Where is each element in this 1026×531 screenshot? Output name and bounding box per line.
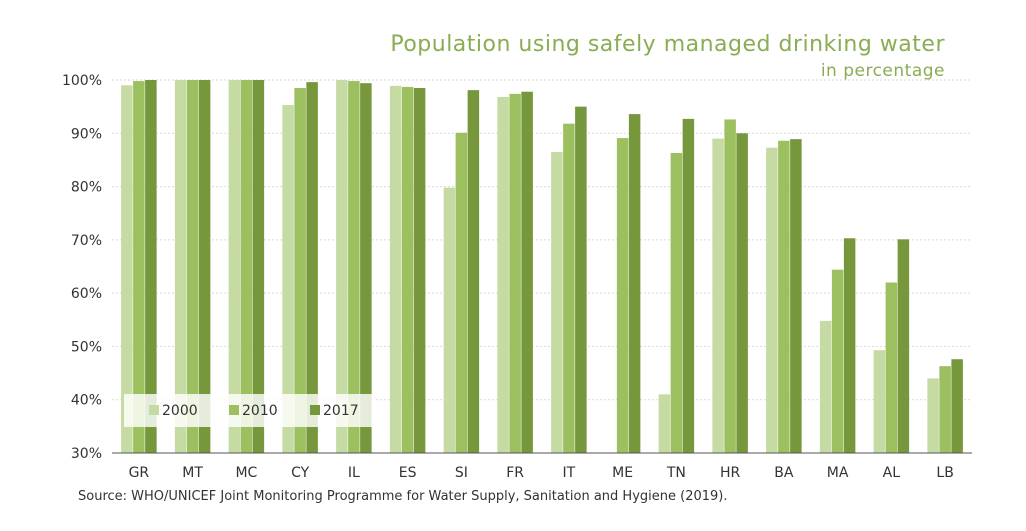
y-tick-label: 60% bbox=[71, 286, 102, 302]
x-category-label: LB bbox=[936, 465, 953, 481]
x-category-label: IL bbox=[348, 465, 360, 481]
bar-hr-2010 bbox=[724, 119, 736, 453]
chart-title: Population using safely managed drinking… bbox=[390, 32, 945, 57]
legend-swatch-2010 bbox=[229, 405, 239, 415]
x-category-label: MC bbox=[235, 465, 257, 481]
bar-cy-2000 bbox=[282, 105, 294, 454]
legend-label: 2000 bbox=[162, 403, 198, 419]
bar-ba-2017 bbox=[790, 139, 802, 453]
y-axis-ticks: 30% 40% 50% 60% 70% 80% 90% 100% bbox=[62, 73, 102, 462]
bar-ma-2000 bbox=[819, 320, 832, 453]
x-category-label: ES bbox=[399, 465, 417, 481]
bar-cy-2010 bbox=[294, 87, 306, 453]
bar-il-2017 bbox=[360, 83, 372, 453]
bar-hr-2000 bbox=[712, 138, 724, 453]
y-tick-label: 90% bbox=[71, 126, 102, 142]
bar-mt-2017 bbox=[198, 80, 211, 453]
source-note: Source: WHO/UNICEF Joint Monitoring Prog… bbox=[78, 489, 728, 504]
bar-fr-2000 bbox=[497, 97, 509, 454]
bar-il-2000 bbox=[336, 80, 348, 453]
legend-swatch-2000 bbox=[149, 405, 159, 415]
x-category-label: MT bbox=[182, 465, 203, 481]
x-category-label: AL bbox=[883, 465, 901, 481]
x-category-label: ME bbox=[612, 465, 633, 481]
bar-es-2010 bbox=[401, 86, 414, 454]
bar-gr-2010 bbox=[133, 81, 145, 454]
x-category-label: CY bbox=[291, 465, 310, 481]
bar-al-2017 bbox=[897, 239, 910, 453]
bar-es-2017 bbox=[413, 87, 426, 453]
bar-me-2017 bbox=[628, 114, 641, 454]
bar-hr-2017 bbox=[736, 133, 748, 454]
x-category-label: FR bbox=[506, 465, 524, 481]
legend-label: 2017 bbox=[323, 403, 359, 419]
bar-al-2010 bbox=[885, 282, 898, 453]
bar-fr-2017 bbox=[521, 91, 533, 454]
bar-gr-2000 bbox=[121, 85, 133, 453]
bar-es-2000 bbox=[389, 85, 402, 454]
y-tick-label: 40% bbox=[71, 393, 102, 409]
y-tick-label: 30% bbox=[71, 446, 102, 462]
x-category-label: IT bbox=[563, 465, 576, 481]
x-category-label: MA bbox=[827, 465, 849, 481]
bar-si-2000 bbox=[443, 187, 456, 453]
bar-it-2010 bbox=[563, 123, 575, 454]
y-tick-label: 80% bbox=[71, 180, 102, 196]
y-tick-label: 70% bbox=[71, 233, 102, 249]
x-category-label: GR bbox=[129, 465, 150, 481]
legend-label: 2010 bbox=[242, 403, 278, 419]
bar-gr-2017 bbox=[145, 80, 157, 453]
x-category-label: BA bbox=[774, 465, 794, 481]
bar-tn-2017 bbox=[682, 118, 695, 454]
bar-il-2010 bbox=[348, 81, 360, 454]
bar-cy-2017 bbox=[306, 82, 318, 453]
chart-subtitle: in percentage bbox=[821, 61, 945, 81]
bar-lb-2017 bbox=[951, 359, 963, 453]
bar-lb-2010 bbox=[939, 366, 951, 453]
bar-ba-2010 bbox=[778, 140, 790, 453]
bar-fr-2010 bbox=[509, 93, 521, 454]
bar-mt-2000 bbox=[174, 80, 187, 453]
bar-lb-2000 bbox=[927, 378, 939, 453]
legend-background bbox=[124, 394, 376, 427]
bar-it-2017 bbox=[575, 106, 587, 454]
bar-mc-2010 bbox=[240, 80, 253, 453]
bar-mc-2000 bbox=[228, 80, 241, 453]
x-axis-categories: GR MT MC CY IL ES SI FR IT ME TN HR BA MA AL LB bbox=[129, 465, 954, 481]
bar-mc-2017 bbox=[252, 80, 265, 453]
bar-it-2000 bbox=[551, 151, 563, 453]
legend-swatch-2017 bbox=[310, 405, 320, 415]
legend: 2000 2010 2017 bbox=[124, 394, 376, 427]
y-tick-label: 100% bbox=[62, 73, 102, 89]
x-category-label: TN bbox=[666, 465, 686, 481]
bar-ma-2017 bbox=[843, 238, 856, 453]
bar-si-2017 bbox=[467, 90, 480, 454]
bar-si-2010 bbox=[455, 132, 468, 453]
x-category-label: SI bbox=[455, 465, 468, 481]
bar-ma-2010 bbox=[831, 269, 844, 453]
bar-ba-2000 bbox=[766, 147, 778, 453]
bar-al-2000 bbox=[873, 350, 886, 453]
bar-me-2010 bbox=[616, 138, 629, 453]
bar-mt-2010 bbox=[186, 80, 199, 453]
x-category-label: HR bbox=[720, 465, 741, 481]
bar-tn-2010 bbox=[670, 153, 683, 453]
bars bbox=[121, 80, 963, 454]
y-tick-label: 50% bbox=[71, 339, 102, 355]
bar-tn-2000 bbox=[658, 394, 671, 453]
